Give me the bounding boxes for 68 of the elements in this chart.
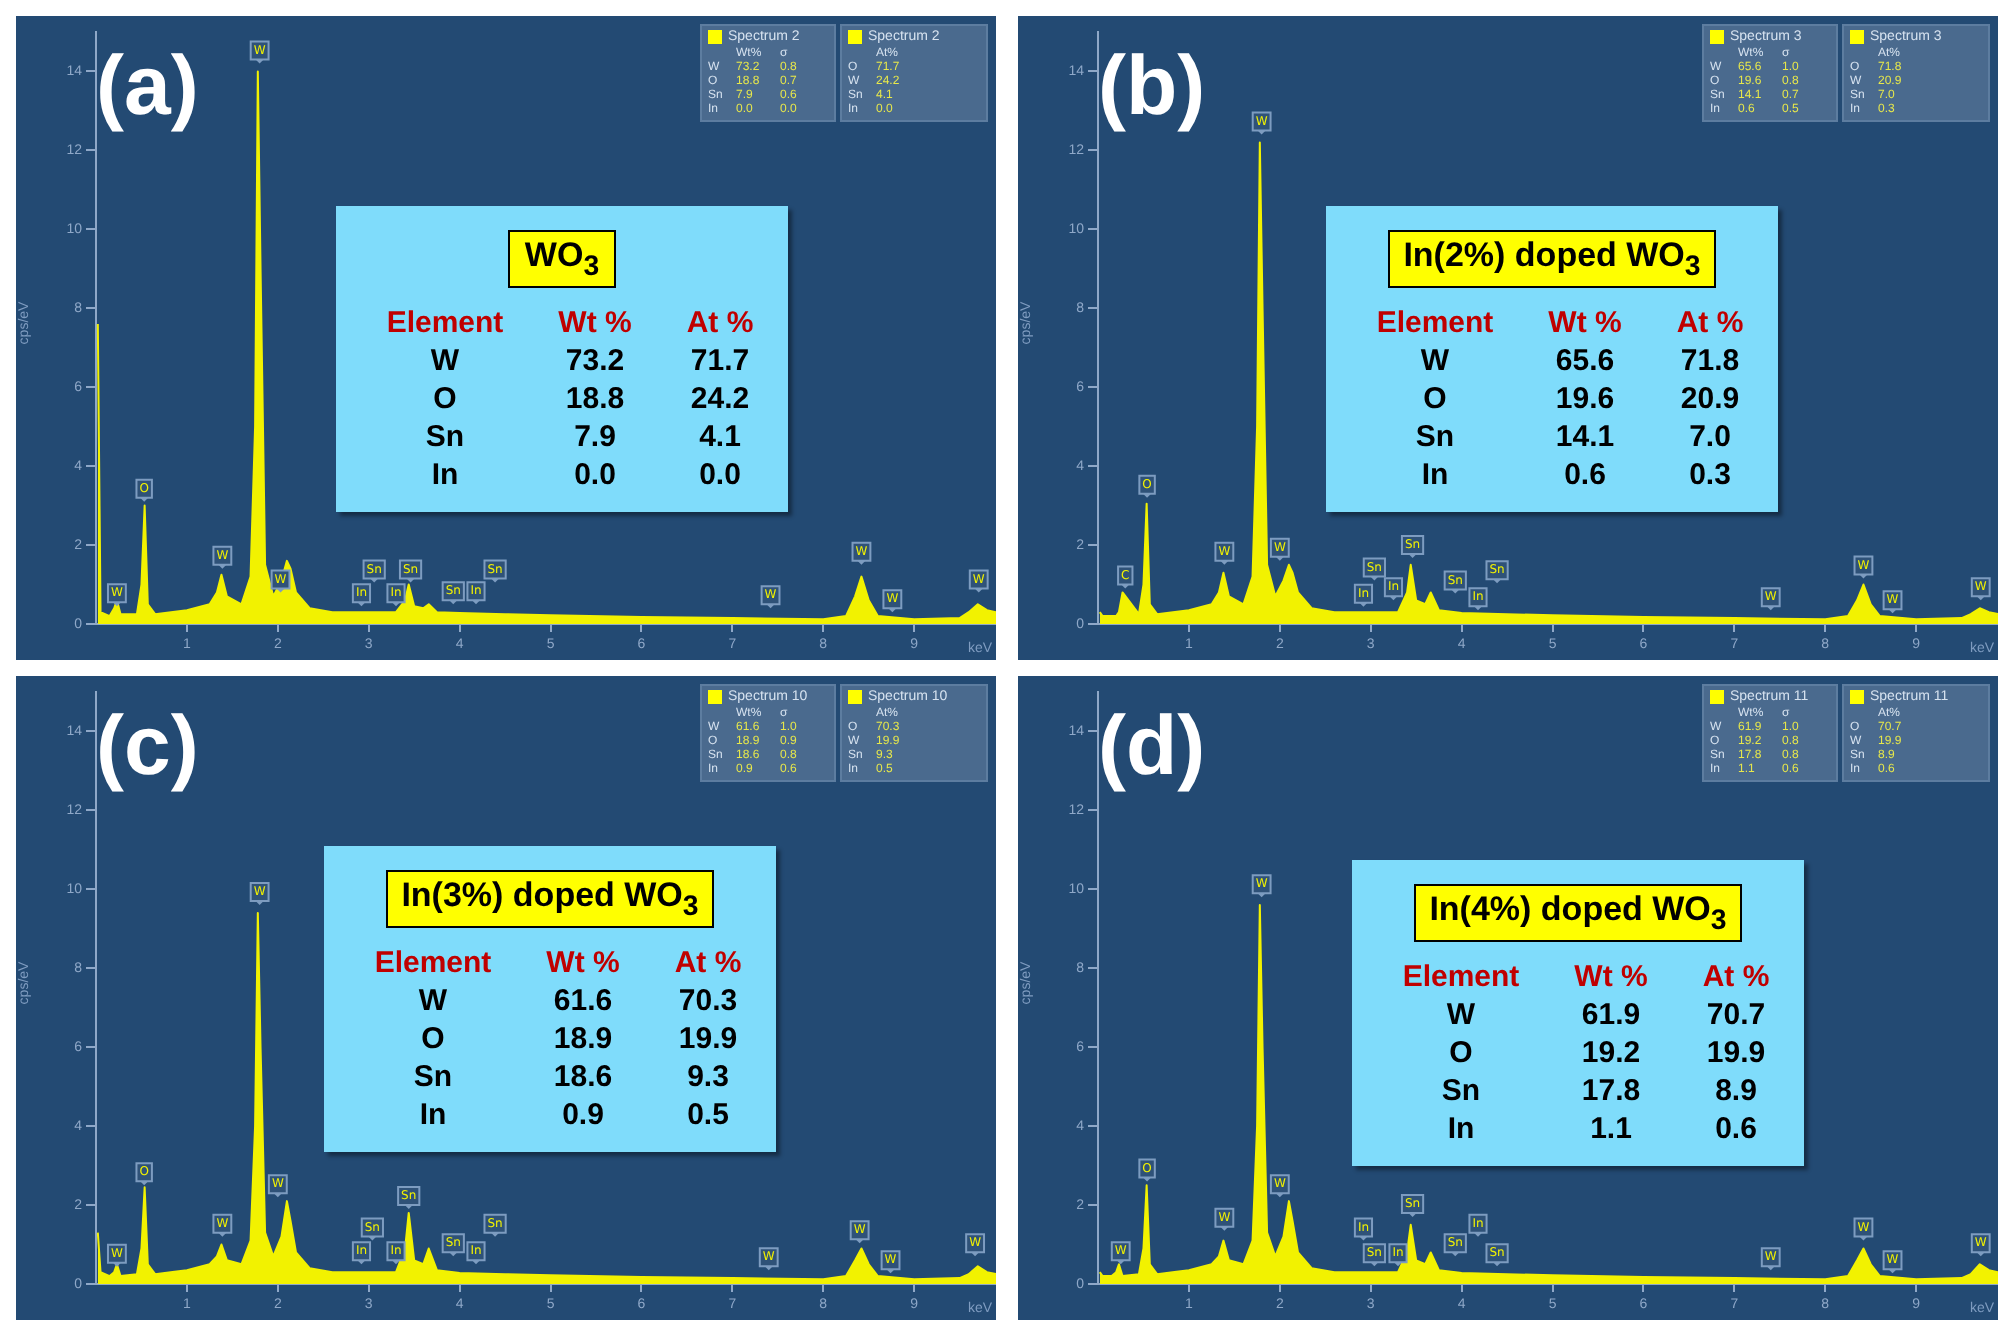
- annotation: 61.6: [551, 982, 615, 1021]
- annotation: 18.9: [551, 1020, 615, 1059]
- annotation: In(2%) doped WO$_{3}$: [1387, 230, 1717, 289]
- annotation: 65.6: [1553, 342, 1617, 381]
- annotation: 8.9: [1713, 1072, 1759, 1111]
- annotation: At %: [1674, 304, 1746, 343]
- annotation: 14.1: [1553, 418, 1617, 457]
- chart-title: (b): [1098, 38, 1206, 132]
- annotation: Wt %: [544, 944, 622, 983]
- annotation: 9.3: [685, 1058, 731, 1097]
- annotation: In(3%) doped WO$_{3}$: [385, 870, 715, 929]
- annotation: 71.7: [688, 342, 752, 381]
- annotation: O: [1447, 1034, 1475, 1073]
- annotation: W: [1418, 342, 1452, 381]
- chart-title: (c): [96, 698, 199, 792]
- annotation: 17.8: [1579, 1072, 1643, 1111]
- annotation: 0.6: [1713, 1110, 1759, 1149]
- annotation: 70.3: [676, 982, 740, 1021]
- annotation: O: [431, 380, 459, 419]
- annotation: WO$_{3}$: [508, 230, 616, 289]
- annotation: Wt %: [556, 304, 634, 343]
- annotation: 73.2: [563, 342, 627, 381]
- annotation: At %: [1700, 958, 1772, 997]
- annotation: 61.9: [1579, 996, 1643, 1035]
- annotation: Element: [384, 304, 506, 343]
- annotation: 0.5: [685, 1096, 731, 1135]
- annotation: O: [1421, 380, 1449, 419]
- annotation: 19.6: [1553, 380, 1617, 419]
- annotation: 0.0: [697, 456, 743, 495]
- annotation: 7.9: [572, 418, 618, 457]
- annotation: In: [429, 456, 461, 495]
- annotation: Sn: [1413, 418, 1457, 457]
- annotation: Sn: [1439, 1072, 1483, 1111]
- annotation: 24.2: [688, 380, 752, 419]
- annotation: 71.8: [1678, 342, 1742, 381]
- annotation: 70.7: [1704, 996, 1768, 1035]
- chart-title: (d): [1098, 698, 1206, 792]
- annotation: Wt %: [1572, 958, 1650, 997]
- annotation: 0.9: [560, 1096, 606, 1135]
- annotation: In(4%) doped WO$_{3}$: [1413, 884, 1743, 943]
- annotation: 1.1: [1588, 1110, 1634, 1149]
- annotation: 0.3: [1687, 456, 1733, 495]
- annotation: Sn: [423, 418, 467, 457]
- annotation: In: [1419, 456, 1451, 495]
- annotation: Element: [372, 944, 494, 983]
- annotation: Element: [1374, 304, 1496, 343]
- annotation: 20.9: [1678, 380, 1742, 419]
- annotation: 0.6: [1562, 456, 1608, 495]
- annotation: O: [419, 1020, 447, 1059]
- annotation: 7.0: [1687, 418, 1733, 457]
- annotation: Sn: [411, 1058, 455, 1097]
- annotation: 18.8: [563, 380, 627, 419]
- annotation: 18.6: [551, 1058, 615, 1097]
- annotation: 19.9: [1704, 1034, 1768, 1073]
- chart-title: (a): [96, 38, 199, 132]
- annotation: W: [1444, 996, 1478, 1035]
- annotation: At %: [672, 944, 744, 983]
- annotation: Wt %: [1546, 304, 1624, 343]
- annotation: W: [416, 982, 450, 1021]
- annotation: Element: [1400, 958, 1522, 997]
- annotation: W: [428, 342, 462, 381]
- annotation: In: [417, 1096, 449, 1135]
- annotation: In: [1445, 1110, 1477, 1149]
- annotation: At %: [684, 304, 756, 343]
- annotation: 19.9: [676, 1020, 740, 1059]
- annotation: 0.0: [572, 456, 618, 495]
- annotation: 19.2: [1579, 1034, 1643, 1073]
- annotation: 4.1: [697, 418, 743, 457]
